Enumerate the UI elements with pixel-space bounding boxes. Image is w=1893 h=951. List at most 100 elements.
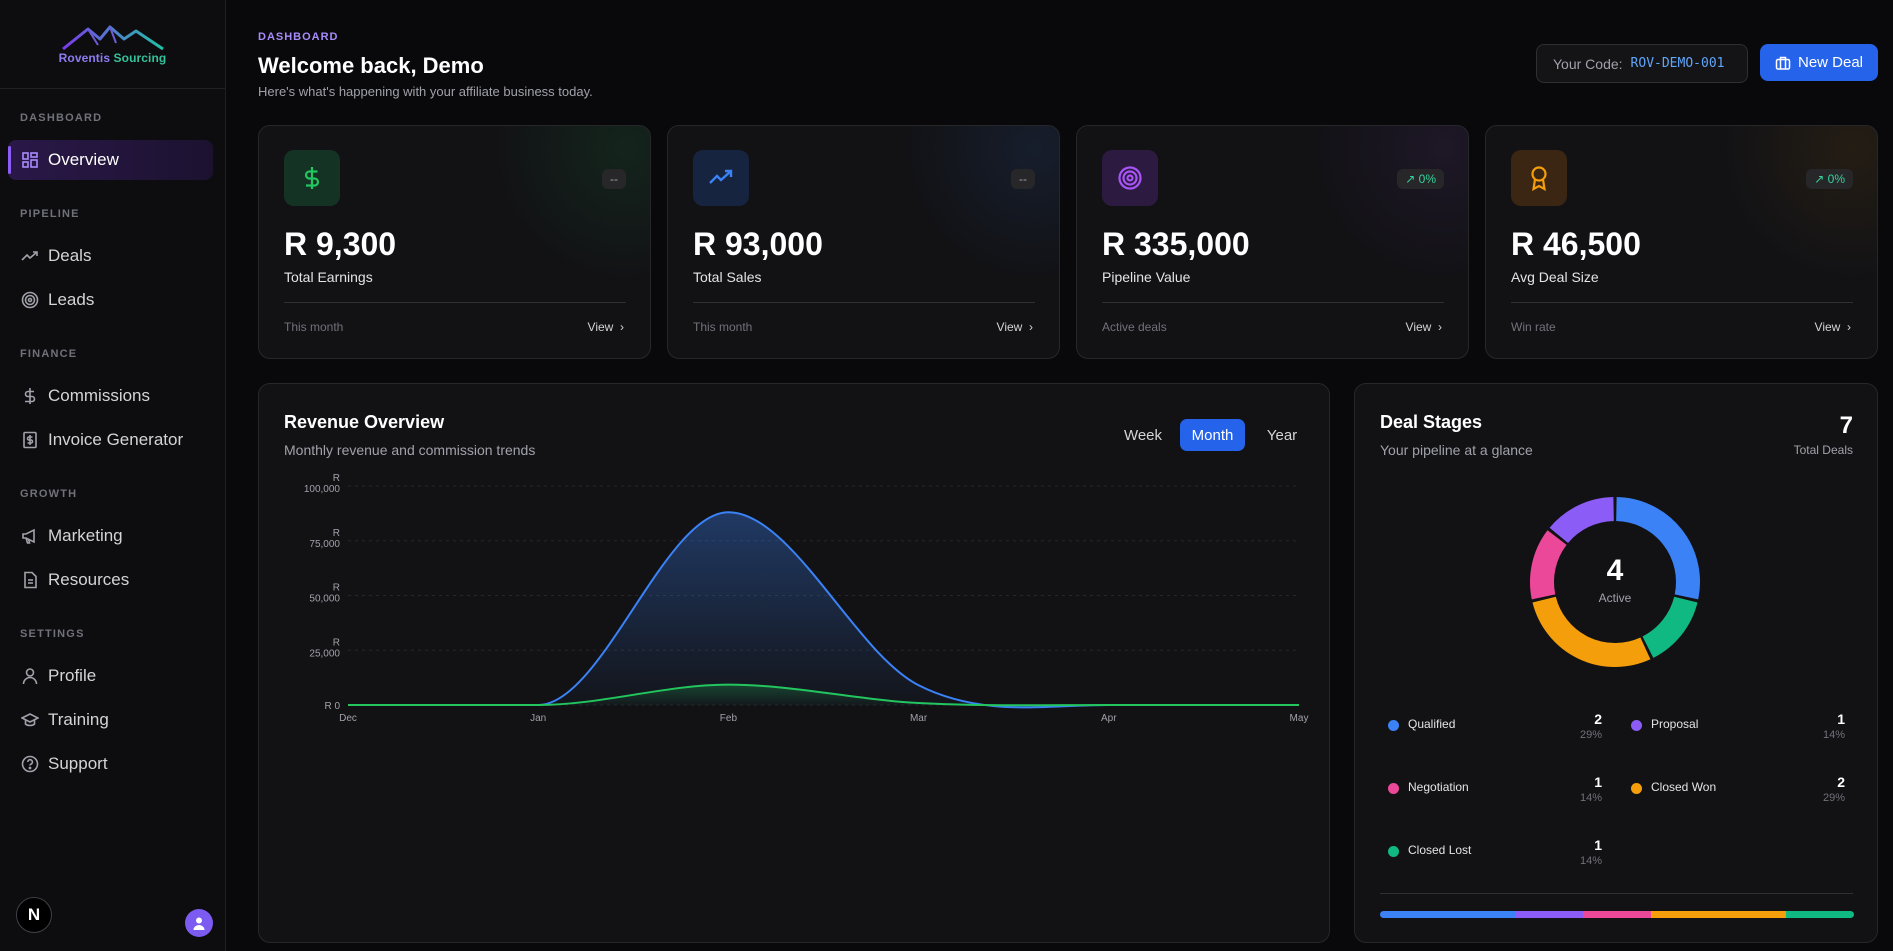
sidebar-item-profile[interactable]: Profile bbox=[8, 656, 213, 696]
donut-slice-qualified bbox=[1615, 497, 1700, 600]
y-tick-label: R bbox=[333, 637, 340, 648]
trend-icon bbox=[20, 246, 40, 266]
stat-badge: ↗ 0% bbox=[1397, 169, 1444, 189]
affiliate-code-box[interactable]: Your Code: ROV-DEMO-001 bbox=[1536, 44, 1748, 83]
trend-up-icon bbox=[693, 150, 749, 206]
sidebar-item-label: Profile bbox=[48, 666, 97, 685]
legend-proposal: Proposal 1 14% bbox=[1623, 711, 1853, 751]
donut-slice-closed-lost bbox=[1642, 596, 1698, 658]
legend-closed-won: Closed Won 2 29% bbox=[1623, 774, 1853, 814]
range-month-button[interactable]: Month bbox=[1180, 419, 1245, 451]
y-tick-label: R bbox=[333, 528, 340, 539]
page-kicker: DASHBOARD bbox=[258, 31, 339, 43]
award-icon bbox=[1511, 150, 1567, 206]
legend-closed-lost: Closed Lost 1 14% bbox=[1380, 837, 1610, 877]
y-tick-label: 25,000 bbox=[309, 648, 340, 659]
stat-card-pipeline-value: ↗ 0% R 335,000 Pipeline Value Active dea… bbox=[1076, 125, 1469, 359]
sidebar-item-deals[interactable]: Deals bbox=[8, 236, 213, 276]
code-label: Your Code: bbox=[1553, 55, 1623, 72]
stat-badge: -- bbox=[1011, 169, 1035, 189]
sidebar-item-commissions[interactable]: Commissions bbox=[8, 376, 213, 416]
brand-logo[interactable]: Roventis Sourcing bbox=[0, 0, 225, 89]
brand-name: Roventis Sourcing bbox=[58, 51, 167, 65]
stat-card-avg-deal-size: ↗ 0% R 46,500 Avg Deal Size Win rate Vie… bbox=[1485, 125, 1878, 359]
stage-bar-segment bbox=[1583, 911, 1651, 918]
target-icon bbox=[1102, 150, 1158, 206]
x-tick-label: Apr bbox=[1101, 713, 1117, 724]
deal-stages-card: Deal Stages Your pipeline at a glance 7 … bbox=[1354, 383, 1878, 943]
sidebar-item-support[interactable]: Support bbox=[8, 744, 213, 784]
new-deal-button[interactable]: New Deal bbox=[1760, 44, 1878, 81]
help-circle-icon bbox=[20, 754, 40, 774]
x-tick-label: May bbox=[1290, 713, 1309, 724]
stat-label: Pipeline Value bbox=[1102, 269, 1191, 285]
donut-slice-negotiation bbox=[1530, 530, 1567, 600]
stat-card-total-earnings: -- R 9,300 Total Earnings This month Vie… bbox=[258, 125, 651, 359]
stat-value: R 46,500 bbox=[1511, 226, 1641, 262]
briefcase-icon bbox=[1775, 56, 1791, 70]
y-tick-label: R 0 bbox=[324, 701, 340, 712]
sidebar-item-invoice-generator[interactable]: Invoice Generator bbox=[8, 420, 213, 460]
sidebar-item-training[interactable]: Training bbox=[8, 700, 213, 740]
stat-footnote: Win rate bbox=[1511, 320, 1556, 334]
stat-footnote: This month bbox=[284, 320, 344, 334]
framework-badge[interactable]: N bbox=[16, 897, 52, 933]
sidebar-item-label: Marketing bbox=[48, 526, 123, 545]
stat-value: R 9,300 bbox=[284, 226, 397, 262]
nav-section-pipeline: PIPELINE bbox=[20, 208, 80, 220]
nav-section-settings: SETTINGS bbox=[20, 628, 85, 640]
legend-qualified: Qualified 2 29% bbox=[1380, 711, 1610, 751]
nav-section-growth: GROWTH bbox=[20, 488, 78, 500]
series-line-1 bbox=[348, 683, 1299, 707]
y-tick-label: 50,000 bbox=[309, 594, 340, 605]
total-deals-label: Total Deals bbox=[1793, 443, 1853, 457]
stat-badge: -- bbox=[602, 169, 626, 189]
stages-subtitle: Your pipeline at a glance bbox=[1380, 442, 1533, 458]
y-tick-label: 100,000 bbox=[304, 484, 341, 495]
revenue-title: Revenue Overview bbox=[284, 412, 445, 432]
range-year-button[interactable]: Year bbox=[1266, 426, 1298, 444]
range-week-button[interactable]: Week bbox=[1123, 426, 1163, 444]
page-subtitle: Here's what's happening with your affili… bbox=[258, 84, 593, 99]
donut-center-label: Active bbox=[1598, 591, 1632, 605]
sidebar-item-marketing[interactable]: Marketing bbox=[8, 516, 213, 556]
user-icon bbox=[20, 666, 40, 686]
y-tick-label: 75,000 bbox=[309, 539, 340, 550]
x-tick-label: Dec bbox=[339, 713, 357, 724]
sidebar-item-label: Commissions bbox=[48, 386, 151, 405]
target-icon bbox=[20, 290, 40, 310]
revenue-overview-card: Revenue Overview Monthly revenue and com… bbox=[258, 383, 1330, 943]
x-tick-label: Mar bbox=[910, 713, 928, 724]
stat-value: R 93,000 bbox=[693, 226, 823, 262]
donut-slice-proposal bbox=[1549, 497, 1615, 544]
file-icon bbox=[20, 570, 40, 590]
stage-bar-segment bbox=[1650, 911, 1787, 918]
page-title: Welcome back, Demo bbox=[258, 53, 484, 78]
sidebar-item-overview[interactable]: Overview bbox=[8, 140, 213, 180]
avatar[interactable] bbox=[185, 909, 213, 937]
sidebar-item-label: Deals bbox=[48, 246, 92, 265]
nav-section-finance: FINANCE bbox=[20, 348, 78, 360]
sidebar-item-label: Leads bbox=[48, 290, 95, 309]
stages-title: Deal Stages bbox=[1380, 412, 1483, 432]
sidebar-item-label: Invoice Generator bbox=[48, 430, 184, 449]
series-area-0 bbox=[348, 512, 1299, 708]
stat-label: Total Earnings bbox=[284, 269, 373, 285]
view-link[interactable]: View › bbox=[587, 320, 624, 334]
sidebar-item-leads[interactable]: Leads bbox=[8, 280, 213, 320]
nav-section-dashboard: DASHBOARD bbox=[20, 112, 103, 124]
sidebar: Roventis Sourcing DASHBOARD Overview PIP… bbox=[0, 0, 226, 951]
code-value: ROV-DEMO-001 bbox=[1630, 56, 1725, 71]
total-deals-value: 7 bbox=[1839, 412, 1853, 439]
sidebar-item-label: Training bbox=[48, 710, 109, 729]
view-link[interactable]: View › bbox=[1405, 320, 1442, 334]
dollar-icon bbox=[284, 150, 340, 206]
x-tick-label: Feb bbox=[720, 713, 738, 724]
sidebar-item-resources[interactable]: Resources bbox=[8, 560, 213, 600]
view-link[interactable]: View › bbox=[1814, 320, 1851, 334]
donut-slice-closed-won bbox=[1532, 596, 1651, 667]
new-deal-label: New Deal bbox=[1797, 54, 1864, 71]
stat-badge: ↗ 0% bbox=[1806, 169, 1853, 189]
view-link[interactable]: View › bbox=[996, 320, 1033, 334]
